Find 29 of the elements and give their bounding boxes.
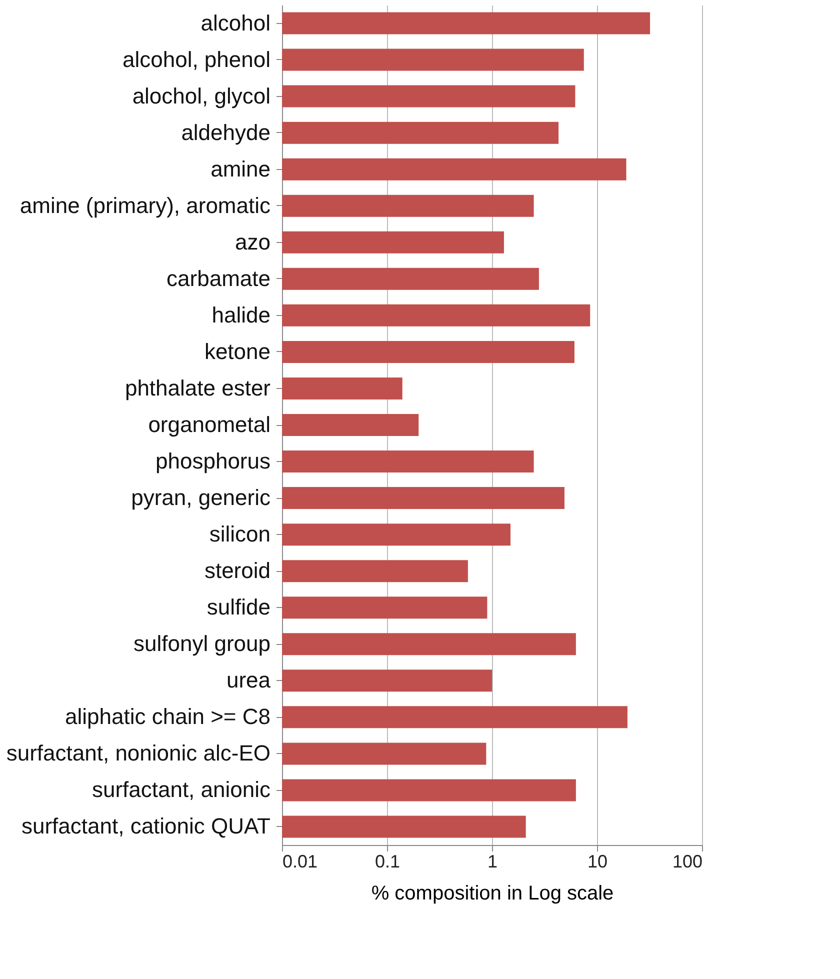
y-tick-label: amine (primary), aromatic: [20, 192, 270, 218]
x-tick-label: 1: [487, 852, 498, 872]
y-tick-label: alochol, glycol: [132, 83, 270, 108]
y-tick-label: sulfonyl group: [134, 631, 270, 656]
y-tick-label: surfactant, anionic: [92, 777, 270, 802]
y-tick-label: azo: [235, 229, 270, 254]
y-tick-label: alcohol, phenol: [122, 46, 270, 72]
y-tick-label: alcohol: [200, 10, 270, 36]
y-tick-label: aliphatic chain >= C8: [65, 704, 270, 730]
y-tick-label: surfactant, cationic QUAT: [21, 814, 270, 839]
y-tick-label: urea: [226, 668, 272, 693]
y-tick-label: pyran, generic: [131, 485, 270, 510]
y-tick-label: organometal: [148, 412, 270, 437]
y-tick-label: ketone: [204, 338, 270, 364]
y-tick-label: phosphorus: [156, 448, 270, 474]
y-tick-label: amine: [210, 156, 270, 182]
y-tick-label: surfactant, nonionic alc-EO: [6, 740, 270, 766]
y-tick-label: aldehyde: [181, 120, 270, 145]
y-tick-label: steroid: [204, 558, 270, 584]
x-tick-label: 10: [587, 852, 608, 872]
y-tick-label: silicon: [209, 522, 270, 547]
y-tick-label: phthalate ester: [124, 375, 270, 400]
x-axis-title: % composition in Log scale: [371, 882, 614, 904]
x-tick-label: 0.1: [374, 852, 400, 872]
x-tick-label: 0.01: [282, 852, 318, 872]
x-tick-label: 100: [672, 852, 702, 872]
y-tick-label: sulfide: [206, 594, 270, 620]
y-tick-label: halide: [212, 302, 270, 328]
y-tick-label: carbamate: [166, 266, 270, 291]
